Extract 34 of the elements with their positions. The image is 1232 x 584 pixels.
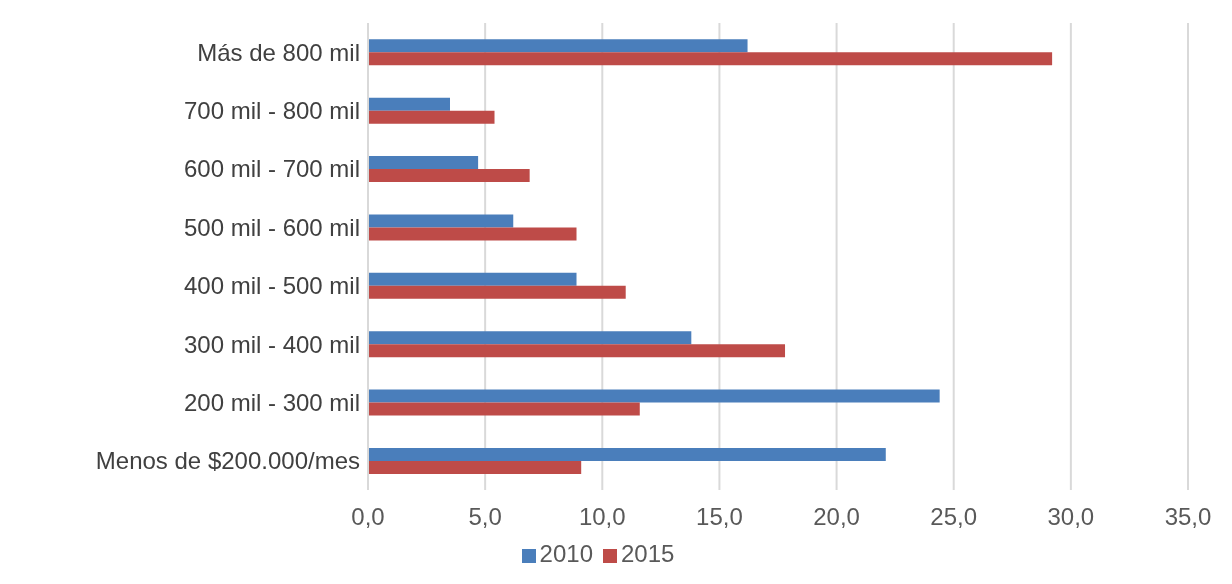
- bar: [368, 214, 514, 228]
- bar: [368, 169, 530, 183]
- x-tick-label: 0,0: [351, 503, 385, 531]
- y-tick-label: 400 mil - 500 mil: [183, 272, 360, 300]
- bar: [368, 402, 640, 416]
- bar: [368, 156, 479, 170]
- x-tick-label: 10,0: [578, 503, 626, 531]
- y-tick-label: 300 mil - 400 mil: [183, 330, 360, 358]
- bar: [368, 52, 1053, 66]
- legend-label: 2015: [621, 540, 675, 567]
- y-tick-label: 700 mil - 800 mil: [183, 97, 360, 125]
- bar: [368, 110, 495, 124]
- bar: [368, 331, 692, 345]
- bar: [368, 39, 748, 53]
- x-tick-label: 30,0: [1047, 503, 1095, 531]
- bar: [368, 285, 626, 299]
- y-tick-label: 600 mil - 700 mil: [183, 155, 360, 183]
- bar: [368, 389, 940, 403]
- x-tick-label: 15,0: [696, 503, 743, 531]
- bar: [368, 344, 786, 358]
- x-tick-label: 25,0: [930, 503, 978, 531]
- y-tick-label: 500 mil - 600 mil: [183, 213, 360, 241]
- x-tick-label: 5,0: [468, 503, 502, 531]
- bar: [368, 447, 886, 461]
- legend-label: 2010: [539, 540, 593, 567]
- y-tick-label: 200 mil - 300 mil: [183, 388, 360, 416]
- bar: [368, 227, 577, 241]
- bar: [368, 97, 450, 111]
- bar: [368, 460, 582, 474]
- y-tick-label: Menos de $200.000/mes: [95, 447, 360, 475]
- x-tick-label: 20,0: [813, 503, 860, 531]
- y-tick-label: Más de 800 mil: [197, 38, 360, 66]
- x-tick-label: 35,0: [1164, 503, 1212, 531]
- bar: [368, 272, 577, 286]
